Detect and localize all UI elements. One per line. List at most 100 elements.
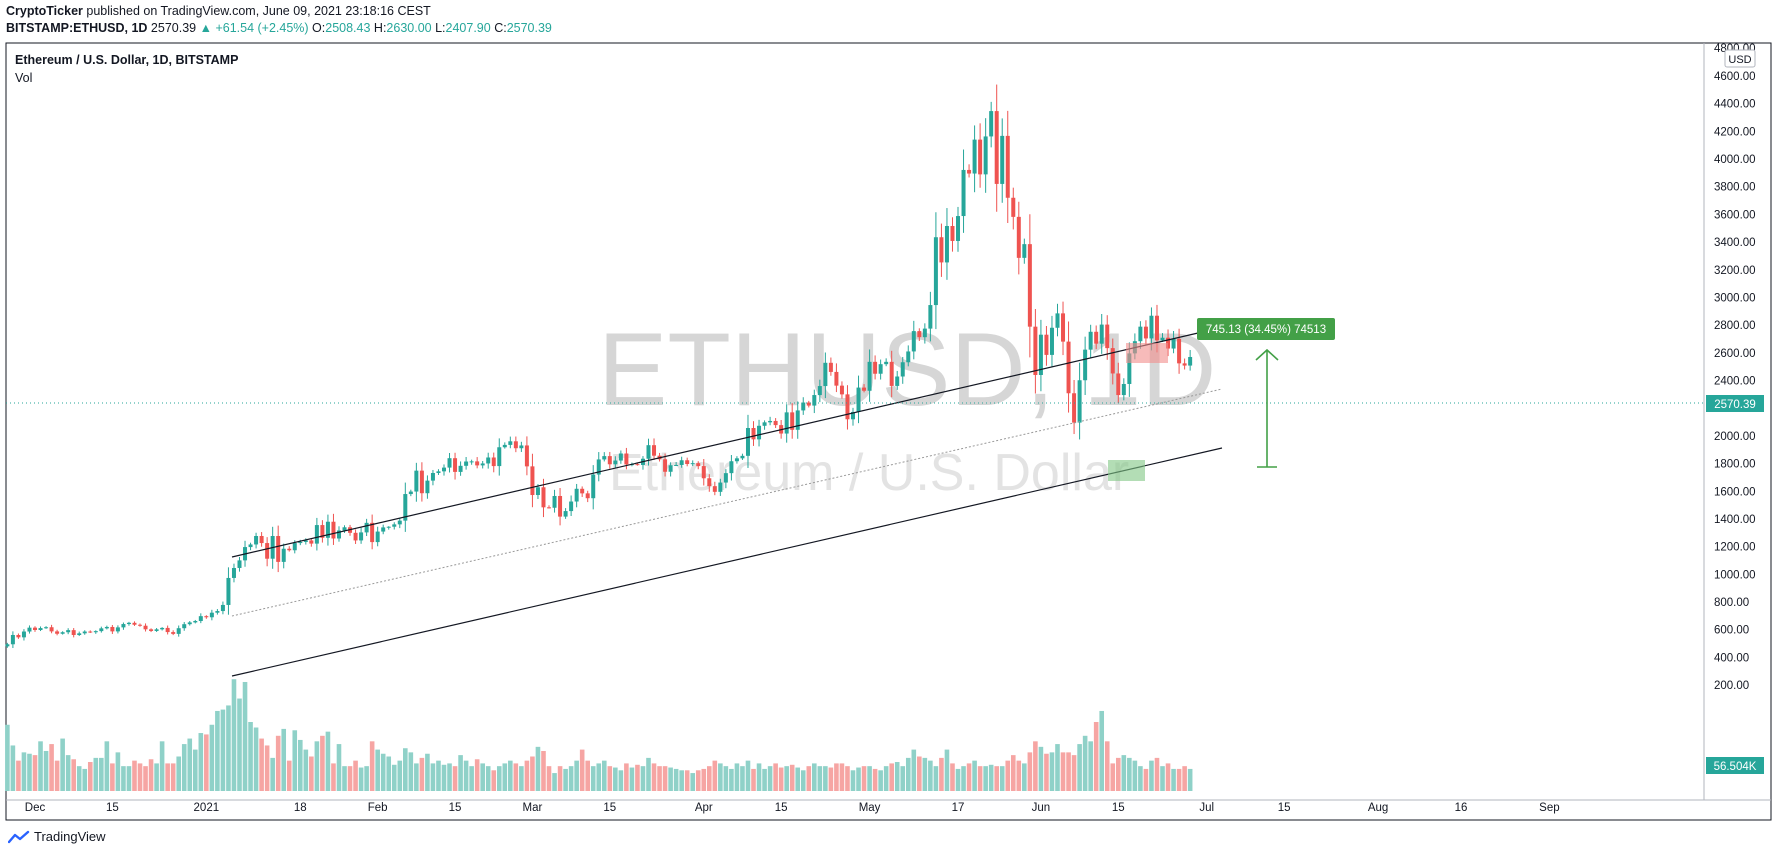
candle-body <box>701 466 706 479</box>
volume-bar <box>414 763 419 791</box>
channel-mid-line[interactable] <box>231 388 1223 617</box>
candle-body <box>1072 393 1077 423</box>
price-tick-label: 3400.00 <box>1714 237 1756 249</box>
candle-body <box>618 453 623 461</box>
candle-body <box>1149 315 1154 339</box>
candle-body <box>834 371 839 386</box>
price-tick-label: 200.00 <box>1714 680 1749 692</box>
candle-body <box>740 455 745 459</box>
support-box[interactable] <box>1108 460 1145 481</box>
time-tick-label: 18 <box>294 802 307 814</box>
volume-bar <box>563 768 568 791</box>
candle-body <box>867 361 872 391</box>
candle-body <box>635 464 640 466</box>
measure-arrow[interactable] <box>1255 348 1279 468</box>
price-axis[interactable]: 200.00 400.00 600.00 800.00 1000.00 1200.00 14… <box>1714 43 1756 692</box>
time-tick-label: Jun <box>1032 802 1051 814</box>
volume-bar <box>347 766 353 791</box>
volume-bar <box>491 770 497 791</box>
volume-bar <box>1077 744 1082 791</box>
volume-bar <box>309 756 314 791</box>
candle-body <box>1110 348 1115 374</box>
candle-body <box>469 461 474 463</box>
candle-body <box>126 622 131 625</box>
volume-bar <box>447 763 452 791</box>
candle-body <box>602 456 607 460</box>
time-axis[interactable]: Dec 15 2021 18 Feb 15 Mar 15 Apr 15 May 17 Jun 15 Jul 1… <box>25 802 1560 814</box>
volume-bar <box>823 766 828 791</box>
candle-body <box>336 530 341 539</box>
publisher-name[interactable]: CryptoTicker <box>6 4 83 18</box>
open-value: 2508.43 <box>325 21 371 35</box>
candle-body <box>685 460 690 465</box>
volume-bar <box>900 766 906 791</box>
candle-body <box>309 540 314 544</box>
volume-bar <box>834 763 839 791</box>
candle-body <box>193 621 198 623</box>
candle-body <box>375 531 380 543</box>
candle-body <box>607 456 612 465</box>
volume-bar <box>889 763 894 791</box>
candle-body <box>364 522 369 533</box>
candle-body <box>668 465 673 472</box>
candle-body <box>906 351 911 363</box>
time-tick-label: 16 <box>1455 802 1468 814</box>
volume-bar <box>215 710 220 791</box>
resistance-box[interactable] <box>1126 343 1168 363</box>
volume-bar <box>292 730 298 791</box>
candle-body <box>430 473 435 481</box>
volume-bar <box>159 741 165 791</box>
volume-bar <box>856 767 861 791</box>
candle-body <box>27 627 32 632</box>
price-tick-label: 1800.00 <box>1714 459 1756 471</box>
price-tick-label: 800.00 <box>1714 597 1749 609</box>
time-tick-label: 17 <box>952 802 965 814</box>
currency-badge[interactable]: USD <box>1724 49 1756 68</box>
candle-body <box>928 305 933 329</box>
volume-bar <box>1149 760 1154 791</box>
volume-bar <box>143 766 148 791</box>
volume-bar <box>723 766 729 791</box>
volume-bar <box>463 760 469 791</box>
volume-bar <box>579 749 585 791</box>
last-price-badge: 2570.39 <box>1706 395 1764 412</box>
candle-body <box>513 441 518 449</box>
volume-bar <box>1121 755 1127 791</box>
candle-body <box>303 540 308 542</box>
candle-body <box>922 328 927 338</box>
volume-bar <box>1165 763 1171 791</box>
volume-bar <box>574 760 579 791</box>
volume-bar <box>729 768 734 791</box>
candle-body <box>480 463 485 466</box>
volume-bar <box>115 752 121 791</box>
channel-lower-line[interactable] <box>231 447 1223 677</box>
volume-bar <box>894 762 900 791</box>
volume-bar <box>480 763 485 791</box>
time-tick-label: 15 <box>449 802 462 814</box>
volume-bar <box>557 766 563 791</box>
price-tick-label: 1400.00 <box>1714 514 1756 526</box>
price-tick-label: 3200.00 <box>1714 265 1756 277</box>
candle-body <box>187 622 192 625</box>
candle-body <box>392 524 397 527</box>
time-tick-label: 15 <box>1112 802 1125 814</box>
legend-title: Ethereum / U.S. Dollar, 1D, BITSTAMP <box>15 53 238 67</box>
candle-body <box>209 612 214 618</box>
candle-body <box>1033 326 1038 375</box>
candle-body <box>342 527 347 531</box>
volume-bar <box>27 753 32 791</box>
volume-bar <box>364 766 369 791</box>
candle-body <box>464 461 469 466</box>
footer-brand[interactable]: TradingView <box>34 829 106 844</box>
price-tick-label: 1000.00 <box>1714 569 1756 581</box>
candle-body <box>917 331 922 338</box>
candle-body <box>231 567 236 578</box>
volume-bar <box>87 762 93 791</box>
channel-upper-line[interactable] <box>231 332 1199 558</box>
candle-body <box>397 520 402 525</box>
volume-bar <box>121 766 126 791</box>
candle-body <box>1066 341 1071 394</box>
price-tick-label: 400.00 <box>1714 652 1749 664</box>
candle-body <box>1088 331 1093 350</box>
